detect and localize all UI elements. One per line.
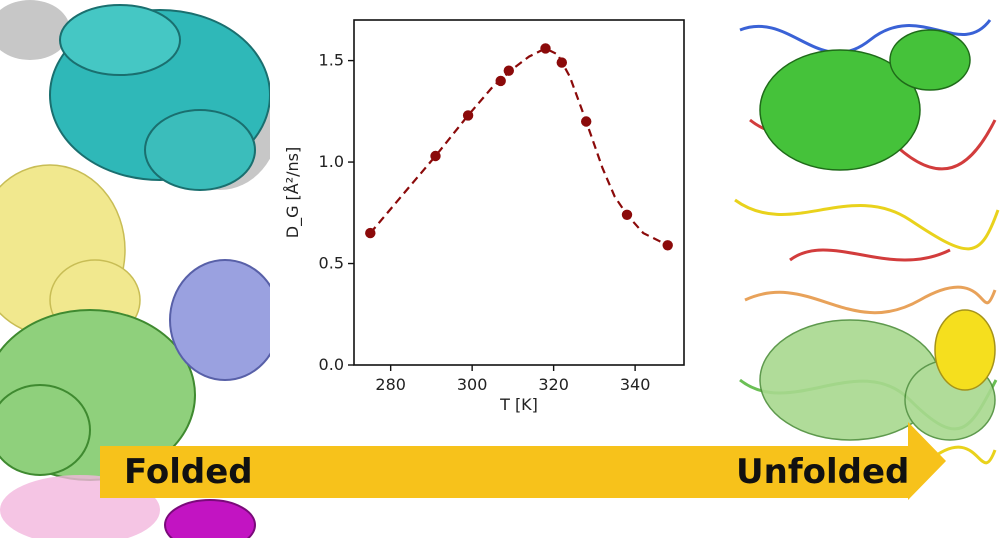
magenta-protein: [164, 499, 256, 538]
folded-label: Folded: [124, 452, 253, 492]
plot-frame: [353, 19, 685, 366]
x-tick-label: 300: [457, 375, 488, 394]
y-tick-label: 1.0: [319, 152, 344, 171]
lavender-protein: [169, 259, 270, 381]
folded-protein-illustration: [0, 0, 270, 538]
arrow-body: [100, 446, 908, 498]
diffusion-temperature-chart: 280 300 320 340 0.0 0.5 1.0 1.5 T [K] D_G [Å²/n…: [270, 0, 730, 440]
data-point: [556, 57, 567, 68]
data-point: [503, 65, 514, 76]
y-tick-label: 0.0: [319, 355, 344, 374]
green-protein: [0, 309, 196, 481]
x-tick-label: 280: [375, 375, 406, 394]
data-point: [540, 43, 551, 54]
y-tick-label: 1.5: [319, 51, 344, 70]
series-dashed-line: [369, 47, 669, 247]
x-axis-label: T [K]: [499, 395, 538, 414]
y-tick-label: 0.5: [319, 254, 344, 273]
folding-arrow: [100, 422, 946, 500]
yellow-helix: [934, 309, 996, 391]
data-point: [495, 75, 506, 87]
data-point: [662, 240, 673, 251]
x-tick-label: 340: [620, 375, 651, 394]
unfolded-label: Unfolded: [736, 452, 910, 492]
green-helix-cluster: [759, 29, 971, 171]
x-tick-label: 320: [538, 375, 569, 394]
data-point: [581, 116, 592, 127]
chart-background: [270, 0, 730, 440]
data-point: [430, 150, 441, 162]
data-point: [621, 209, 633, 220]
data-point: [462, 110, 474, 121]
cyan-protein: [49, 4, 270, 191]
y-axis-label: D_G [Å²/ns]: [283, 147, 303, 239]
data-point: [365, 227, 376, 239]
